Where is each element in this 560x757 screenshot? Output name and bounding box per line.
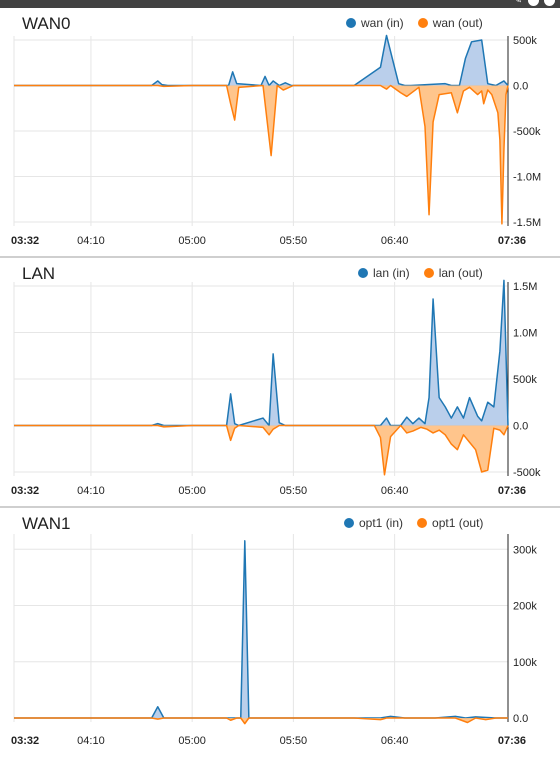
x-tick-label: 04:10 [77,235,105,247]
series-line-1 [14,84,509,225]
panel-title: WAN0 [22,14,71,33]
series-area-1 [14,425,508,475]
lan-traffic-panel: 1.5M 1.0M 500k 0.0 -500k 03:32 04:10 05:00 05:50… [0,258,560,508]
panel-separator [0,506,560,508]
x-tick-label: 05:00 [178,235,206,247]
panel-title: WAN1 [22,514,71,533]
wrench-icon[interactable]: ✎ [513,0,523,6]
y-tick-label: -1.0M [513,172,541,184]
traffic-chart: 300k 200k 100k 0.0 03:32 04:10 05:00 05:50 06:40… [11,534,537,747]
chart-legend: lan (in) lan (out) [358,266,483,280]
x-tick-label: 06:40 [381,735,409,747]
y-tick-label: 1.0M [513,328,537,340]
legend-dot-in [344,518,354,528]
x-tick-label: 05:50 [280,235,308,247]
x-tick-label: 06:40 [381,485,409,497]
legend-item-out[interactable]: wan (out) [417,16,483,30]
y-tick-label: 100k [513,657,537,669]
legend-label-out: opt1 (out) [432,516,484,530]
x-tick-label: 03:32 [11,735,39,747]
y-tick-label: 0.0 [513,713,528,725]
x-tick-label: 04:10 [77,735,105,747]
legend-item-in[interactable]: wan (in) [346,16,404,30]
legend-item-in[interactable]: opt1 (in) [344,516,403,530]
top-bar: ✎ [0,0,560,8]
series-area-0 [14,280,508,426]
legend-dot-in [358,268,368,278]
x-tick-label: 06:40 [381,235,409,247]
wan1-traffic-panel: 300k 200k 100k 0.0 03:32 04:10 05:00 05:50 06:40… [0,508,560,757]
y-tick-label: 500k [513,35,537,47]
x-tick-label: 07:36 [498,235,526,247]
x-tick-label: 03:32 [11,235,39,247]
traffic-chart: 1.5M 1.0M 500k 0.0 -500k 03:32 04:10 05:00 05:50… [11,279,541,497]
series-line-0 [14,540,508,719]
legend-dot-in [346,18,356,28]
x-tick-label: 07:36 [498,485,526,497]
traffic-chart: 500k 0.0 -500k -1.0M -1.5M 03:32 04:10 05:00 05:… [11,34,541,247]
legend-label-in: wan (in) [361,16,404,30]
wan0-traffic-panel: 500k 0.0 -500k -1.0M -1.5M 03:32 04:10 05:00 05:… [0,8,560,258]
legend-item-out[interactable]: opt1 (out) [417,516,483,530]
series-line-1 [14,424,509,476]
panel-separator [0,256,560,258]
y-tick-label: -1.5M [513,217,541,229]
y-tick-label: 1.5M [513,281,537,293]
settings-icon[interactable] [528,0,539,6]
series-line-1 [14,717,508,725]
x-tick-label: 07:36 [498,735,526,747]
panel-title: LAN [22,264,56,283]
legend-label-out: wan (out) [432,16,483,30]
y-tick-label: 500k [513,374,537,386]
legend-item-out[interactable]: lan (out) [423,266,483,280]
y-tick-label: -500k [513,126,541,138]
x-tick-label: 05:50 [280,735,308,747]
chart-legend: wan (in) wan (out) [346,16,483,30]
legend-dot-out [423,268,434,278]
y-tick-label: 300k [513,544,537,556]
chart-legend: opt1 (in) opt1 (out) [344,516,483,530]
x-tick-label: 04:10 [77,485,105,497]
series-area-0 [14,35,508,86]
y-tick-label: 0.0 [513,421,528,433]
legend-item-in[interactable]: lan (in) [358,266,410,280]
x-tick-label: 05:00 [178,735,206,747]
close-icon[interactable] [544,0,555,6]
y-tick-label: 200k [513,601,537,613]
series-area-1 [14,85,508,224]
legend-label-out: lan (out) [438,266,483,280]
series-area-1 [14,718,508,724]
legend-dot-out [417,18,428,28]
x-tick-label: 05:50 [280,485,308,497]
series-area-0 [14,540,508,718]
x-tick-label: 03:32 [11,485,39,497]
series-line-0 [14,34,509,87]
legend-label-in: opt1 (in) [359,516,404,530]
legend-dot-out [417,518,428,528]
legend-label-in: lan (in) [373,266,410,280]
y-tick-label: 0.0 [513,81,528,93]
x-tick-label: 05:00 [178,485,206,497]
y-tick-label: -500k [513,467,541,479]
